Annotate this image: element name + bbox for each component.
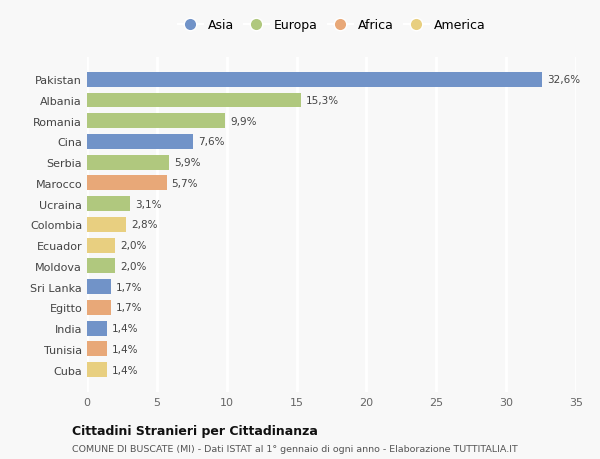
Text: 15,3%: 15,3% [305, 96, 339, 106]
Text: 9,9%: 9,9% [230, 117, 257, 126]
Bar [87, 238, 115, 253]
Text: Cittadini Stranieri per Cittadinanza: Cittadini Stranieri per Cittadinanza [72, 424, 318, 437]
Bar [87, 176, 167, 191]
Bar [87, 134, 193, 150]
Legend: Asia, Europa, Africa, America: Asia, Europa, Africa, America [175, 17, 488, 35]
Text: 2,0%: 2,0% [120, 261, 146, 271]
Bar [87, 362, 107, 377]
Bar [87, 218, 126, 232]
Bar [87, 197, 130, 212]
Text: 5,7%: 5,7% [172, 179, 198, 189]
Bar [87, 93, 301, 108]
Text: 1,4%: 1,4% [112, 344, 138, 354]
Text: COMUNE DI BUSCATE (MI) - Dati ISTAT al 1° gennaio di ogni anno - Elaborazione TU: COMUNE DI BUSCATE (MI) - Dati ISTAT al 1… [72, 444, 518, 453]
Text: 32,6%: 32,6% [547, 75, 580, 85]
Text: 3,1%: 3,1% [135, 199, 162, 209]
Bar [87, 300, 111, 315]
Bar [87, 73, 542, 88]
Text: 5,9%: 5,9% [175, 158, 201, 168]
Bar [87, 341, 107, 357]
Text: 1,4%: 1,4% [112, 324, 138, 333]
Bar [87, 156, 169, 170]
Bar [87, 321, 107, 336]
Bar [87, 280, 111, 294]
Text: 1,4%: 1,4% [112, 365, 138, 375]
Text: 2,0%: 2,0% [120, 241, 146, 251]
Bar [87, 259, 115, 274]
Text: 7,6%: 7,6% [198, 137, 224, 147]
Text: 1,7%: 1,7% [116, 282, 142, 292]
Text: 1,7%: 1,7% [116, 302, 142, 313]
Bar [87, 114, 226, 129]
Text: 2,8%: 2,8% [131, 220, 158, 230]
